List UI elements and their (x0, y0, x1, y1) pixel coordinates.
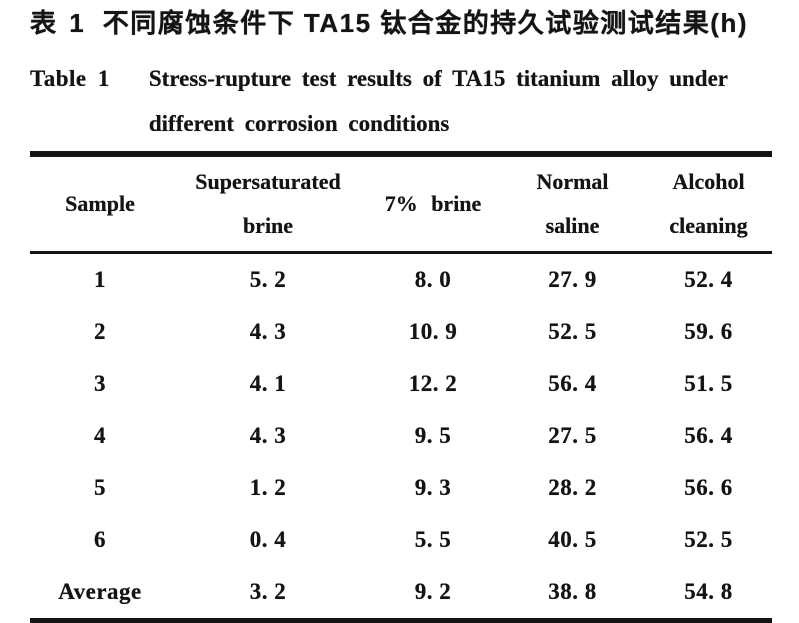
header-line: brine (242, 213, 294, 238)
table-row-3: 3 4. 1 12. 2 56. 4 51. 5 (30, 358, 772, 410)
cell-sample: 5 (94, 475, 106, 500)
cell-alcohol-cleaning: 56. 4 (684, 423, 733, 448)
header-line: Sample (65, 191, 135, 216)
table-row-4: 4 4. 3 9. 5 27. 5 56. 4 (30, 410, 772, 462)
cell-7-percent-brine: 12. 2 (408, 371, 458, 396)
table-title-cn: 不同腐蚀条件下 TA15 钛合金的持久试验测试结果(h) (102, 8, 748, 38)
header-line: Supersaturated (195, 169, 341, 194)
cell-7-percent-brine: 5. 5 (414, 527, 452, 552)
table-title-en-line2: different corrosion conditions (148, 111, 450, 136)
table-header-rule (30, 251, 772, 254)
cell-7-percent-brine: 10. 9 (408, 319, 458, 344)
table-row-1: 1 5. 2 8. 0 27. 9 52. 4 (30, 254, 772, 306)
cell-supersaturated-brine: 4. 1 (249, 371, 287, 396)
cell-sample: 2 (94, 319, 106, 344)
cell-supersaturated-brine: 4. 3 (249, 319, 287, 344)
cell-normal-saline: 27. 5 (548, 423, 597, 448)
cell-supersaturated-brine: 1. 2 (249, 475, 287, 500)
table-top-rule (30, 151, 772, 157)
header-line: Normal (536, 169, 609, 194)
table-row-5: 5 1. 2 9. 3 28. 2 56. 6 (30, 462, 772, 514)
cell-supersaturated-brine: 4. 3 (249, 423, 287, 448)
table-row-2: 2 4. 3 10. 9 52. 5 59. 6 (30, 306, 772, 358)
cell-sample: 3 (94, 371, 106, 396)
cell-normal-saline: 28. 2 (548, 475, 597, 500)
column-header-sample: Sample (30, 182, 170, 226)
table-caption-english: Table 1 Stress-rupture test results of T… (30, 56, 772, 146)
cell-normal-saline: 40. 5 (548, 527, 597, 552)
header-line: Alcohol (672, 169, 745, 194)
cell-7-percent-brine: 9. 2 (414, 579, 452, 604)
table-number-en: Table 1 (30, 66, 110, 91)
cell-sample: Average (58, 579, 142, 604)
table-row-average: Average 3. 2 9. 2 38. 8 54. 8 (30, 566, 772, 618)
cell-7-percent-brine: 9. 3 (414, 475, 452, 500)
cell-normal-saline: 52. 5 (548, 319, 597, 344)
header-line: saline (545, 213, 600, 238)
table-header-row: Sample Supersaturated brine 7% brine Nor… (30, 157, 772, 251)
column-header-alcohol-cleaning: Alcohol cleaning (645, 160, 772, 248)
column-header-supersaturated-brine: Supersaturated brine (170, 160, 366, 248)
cell-alcohol-cleaning: 56. 6 (684, 475, 733, 500)
table-bottom-rule (30, 618, 772, 623)
cell-alcohol-cleaning: 54. 8 (684, 579, 733, 604)
cell-sample: 1 (94, 267, 106, 292)
header-line: cleaning (669, 213, 748, 238)
column-header-normal-saline: Normal saline (500, 160, 645, 248)
table-body: 1 5. 2 8. 0 27. 9 52. 4 2 4. 3 10. 9 52.… (30, 254, 772, 618)
cell-supersaturated-brine: 3. 2 (249, 579, 287, 604)
cell-sample: 4 (94, 423, 106, 448)
table-caption-chinese: 表 1 不同腐蚀条件下 TA15 钛合金的持久试验测试结果(h) (30, 6, 772, 40)
cell-alcohol-cleaning: 52. 4 (684, 267, 733, 292)
cell-normal-saline: 56. 4 (548, 371, 597, 396)
cell-alcohol-cleaning: 59. 6 (684, 319, 733, 344)
table-row-6: 6 0. 4 5. 5 40. 5 52. 5 (30, 514, 772, 566)
cell-7-percent-brine: 9. 5 (414, 423, 452, 448)
cell-alcohol-cleaning: 51. 5 (684, 371, 733, 396)
cell-normal-saline: 38. 8 (548, 579, 597, 604)
cell-supersaturated-brine: 5. 2 (249, 267, 287, 292)
table-number-cn: 表 1 (30, 8, 87, 38)
table-title-en-line1: Stress-rupture test results of TA15 tita… (148, 66, 729, 91)
header-line: 7% brine (384, 191, 482, 216)
table-title-en: Stress-rupture test results of TA15 tita… (149, 56, 772, 146)
cell-sample: 6 (94, 527, 106, 552)
cell-alcohol-cleaning: 52. 5 (684, 527, 733, 552)
cell-normal-saline: 27. 9 (548, 267, 597, 292)
cell-supersaturated-brine: 0. 4 (249, 527, 287, 552)
results-table: Sample Supersaturated brine 7% brine Nor… (30, 151, 772, 623)
column-header-7-percent-brine: 7% brine (366, 182, 500, 226)
cell-7-percent-brine: 8. 0 (414, 267, 452, 292)
